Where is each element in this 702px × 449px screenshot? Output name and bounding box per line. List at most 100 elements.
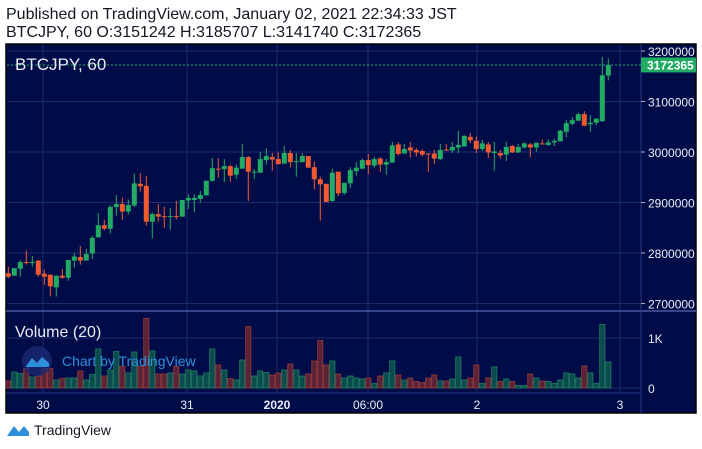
- candle[interactable]: [29, 256, 35, 267]
- candle[interactable]: [437, 143, 443, 161]
- candle[interactable]: [275, 152, 281, 165]
- candle[interactable]: [227, 164, 233, 182]
- candle[interactable]: [149, 212, 155, 239]
- candle[interactable]: [191, 194, 197, 213]
- candle[interactable]: [215, 158, 221, 178]
- candle[interactable]: [323, 183, 329, 202]
- price-axis[interactable]: 3200000 3100000 3000000 2900000 2800000 27000…: [641, 45, 695, 396]
- candle[interactable]: [119, 197, 125, 220]
- candle[interactable]: [155, 204, 161, 222]
- candle[interactable]: [269, 153, 275, 171]
- candle[interactable]: [389, 141, 395, 163]
- candle[interactable]: [347, 167, 353, 189]
- candle[interactable]: [413, 147, 419, 157]
- candle[interactable]: [317, 176, 323, 221]
- candle[interactable]: [425, 153, 431, 172]
- candle[interactable]: [593, 118, 599, 126]
- candle[interactable]: [311, 161, 317, 190]
- candle[interactable]: [395, 141, 401, 156]
- candle[interactable]: [113, 194, 119, 216]
- candle[interactable]: [581, 111, 587, 126]
- candle[interactable]: [341, 182, 347, 195]
- candle[interactable]: [197, 190, 203, 203]
- candle[interactable]: [371, 157, 377, 168]
- candle[interactable]: [107, 205, 113, 234]
- candle[interactable]: [473, 136, 479, 154]
- candle[interactable]: [383, 159, 389, 175]
- candle[interactable]: [365, 154, 371, 175]
- candle[interactable]: [479, 139, 485, 151]
- candle[interactable]: [377, 157, 383, 172]
- candle[interactable]: [143, 175, 149, 226]
- candle[interactable]: [41, 269, 47, 285]
- candle[interactable]: [329, 168, 335, 202]
- candle[interactable]: [89, 235, 95, 260]
- candle[interactable]: [467, 132, 473, 144]
- candle[interactable]: [455, 130, 461, 154]
- candle[interactable]: [359, 158, 365, 170]
- time-axis[interactable]: 30 31 2020 06:00 2 3: [36, 398, 623, 412]
- candle[interactable]: [491, 141, 497, 171]
- candle[interactable]: [173, 200, 179, 220]
- candle[interactable]: [419, 149, 425, 157]
- candle[interactable]: [587, 115, 593, 132]
- candle[interactable]: [563, 120, 569, 138]
- candle[interactable]: [353, 162, 359, 176]
- candle[interactable]: [233, 164, 239, 179]
- candle[interactable]: [95, 213, 101, 238]
- candle[interactable]: [71, 253, 77, 268]
- candle[interactable]: [101, 219, 107, 231]
- candle[interactable]: [539, 139, 545, 145]
- candle[interactable]: [515, 143, 521, 154]
- candle[interactable]: [503, 141, 509, 162]
- candle[interactable]: [17, 260, 23, 277]
- candle[interactable]: [161, 206, 167, 228]
- candle[interactable]: [221, 159, 227, 182]
- candle[interactable]: [251, 169, 257, 179]
- candle[interactable]: [281, 145, 287, 164]
- candle[interactable]: [53, 275, 59, 297]
- candle[interactable]: [59, 269, 65, 279]
- candle[interactable]: [497, 149, 503, 159]
- candle[interactable]: [263, 148, 269, 165]
- candle[interactable]: [77, 245, 83, 265]
- candle[interactable]: [407, 141, 413, 158]
- candle[interactable]: [125, 199, 131, 215]
- candle[interactable]: [167, 208, 173, 230]
- candle[interactable]: [293, 153, 299, 177]
- candle[interactable]: [305, 156, 311, 168]
- candle[interactable]: [203, 180, 209, 196]
- candle[interactable]: [245, 156, 251, 201]
- candle[interactable]: [449, 141, 455, 154]
- candle[interactable]: [431, 149, 437, 165]
- candle[interactable]: [5, 266, 11, 279]
- candle[interactable]: [569, 117, 575, 126]
- candle[interactable]: [575, 112, 581, 121]
- candle[interactable]: [551, 138, 557, 146]
- candle[interactable]: [131, 173, 137, 208]
- candle[interactable]: [521, 142, 527, 149]
- candle[interactable]: [185, 194, 191, 210]
- candle[interactable]: [335, 171, 341, 196]
- candle[interactable]: [299, 153, 305, 163]
- candle[interactable]: [605, 58, 611, 81]
- candle[interactable]: [599, 57, 605, 122]
- candle[interactable]: [137, 173, 143, 192]
- candle[interactable]: [257, 152, 263, 173]
- candle[interactable]: [533, 142, 539, 152]
- candle[interactable]: [23, 250, 29, 265]
- candle[interactable]: [47, 274, 53, 297]
- candle[interactable]: [545, 139, 551, 146]
- candle[interactable]: [509, 144, 515, 154]
- candle[interactable]: [443, 143, 449, 151]
- footer-brand[interactable]: TradingView: [6, 422, 111, 438]
- candle[interactable]: [461, 135, 467, 147]
- candle[interactable]: [65, 260, 71, 281]
- candle[interactable]: [287, 149, 293, 168]
- candle[interactable]: [239, 143, 245, 169]
- candle[interactable]: [401, 143, 407, 154]
- candle[interactable]: [179, 199, 185, 217]
- candle[interactable]: [485, 141, 491, 159]
- candle[interactable]: [11, 268, 17, 276]
